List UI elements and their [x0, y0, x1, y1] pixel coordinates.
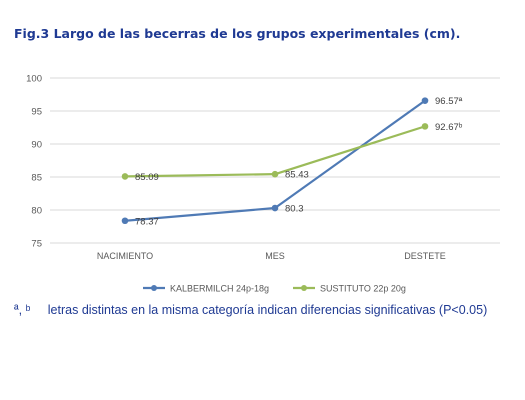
data-point-s1-2 [271, 204, 279, 212]
data-point-s2-2 [271, 170, 279, 178]
data-point-s2-3 [421, 123, 429, 130]
y-tick-label: 80 [31, 206, 42, 217]
x-category-label: MES [265, 251, 285, 261]
x-category-label: DESTETE [404, 251, 446, 261]
line-chart: 75 80 85 90 95 100 NACIMIENTO MES DESTETE 78.37 80… [8, 58, 518, 294]
series-line-1 [124, 99, 426, 222]
x-category-label: NACIMIENTO [97, 251, 153, 261]
data-label-s1-3: 96.57ª [435, 96, 463, 107]
data-label-s2-3: 92.67ᵇ [435, 122, 463, 133]
legend-label-2: SUSTITUTO 22p 20g [320, 284, 406, 294]
y-tick-label: 85 [31, 173, 42, 184]
chart-svg: 75 80 85 90 95 100 NACIMIENTO MES DESTETE 78.37 80… [26, 74, 500, 294]
y-tick-label: 100 [26, 74, 42, 85]
data-point-s1-3 [421, 97, 429, 104]
y-tick-label: 95 [31, 107, 42, 118]
footnote-text: letras distintas en la misma categoría i… [47, 303, 488, 317]
y-tick-label: 90 [31, 140, 42, 151]
data-point-s1-1 [121, 217, 129, 225]
figure-title: Fig.3 Largo de las becerras de los grupo… [14, 26, 461, 41]
legend-label-1: KALBERMILCH 24p-18g [170, 284, 269, 294]
y-tick-label: 75 [31, 239, 42, 250]
legend-marker-2 [301, 285, 307, 291]
footnote: ª, ᵇ letras distintas en la misma catego… [14, 303, 487, 317]
data-label-s1-1: 78.37 [135, 216, 159, 227]
footnote-marks: ª, ᵇ [14, 303, 31, 317]
legend-marker-1 [151, 285, 157, 291]
data-label-s1-2: 80.3 [285, 204, 304, 215]
data-point-s2-1 [121, 173, 129, 180]
data-label-s2-2: 85.43 [285, 170, 309, 181]
data-label-s2-1: 85.09 [135, 172, 159, 183]
